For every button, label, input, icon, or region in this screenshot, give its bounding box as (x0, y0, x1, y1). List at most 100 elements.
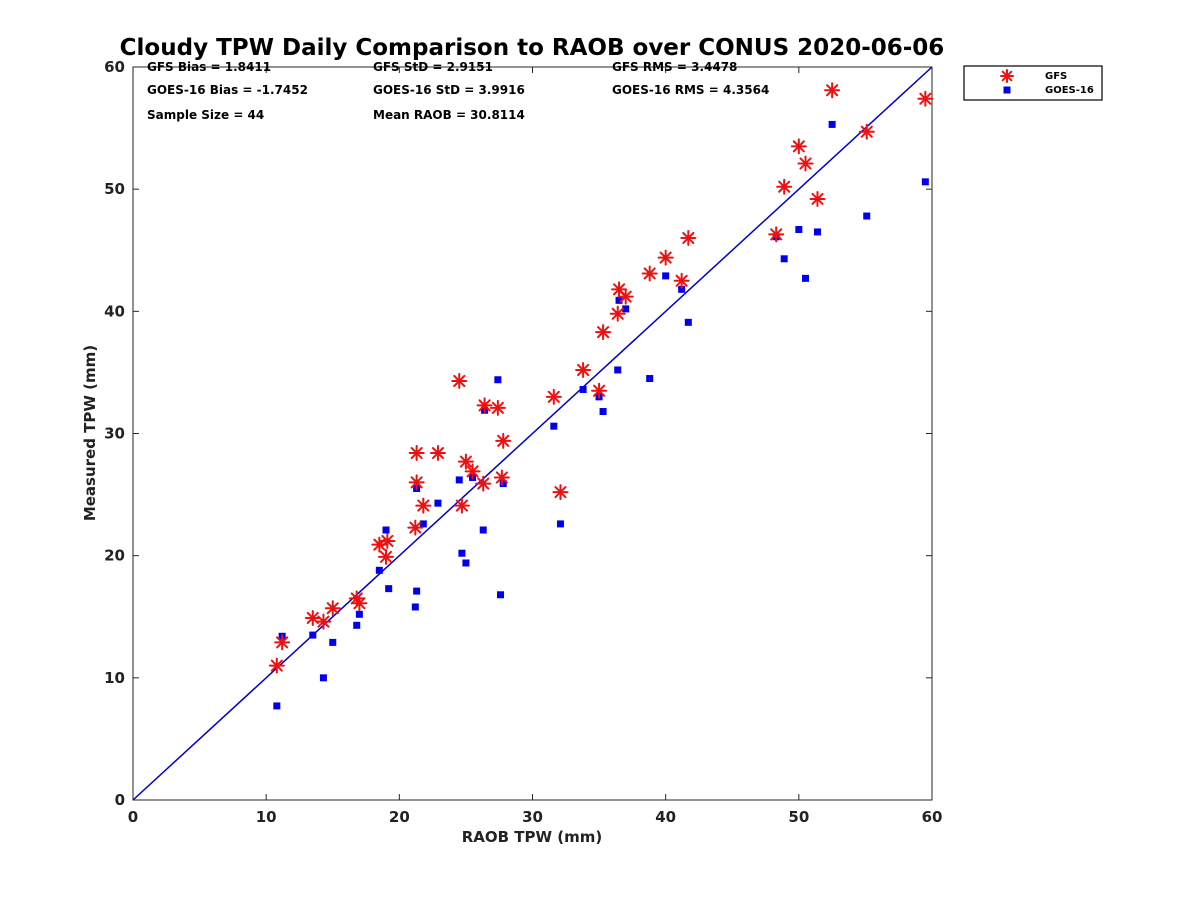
gfs-point (476, 397, 493, 414)
gfs-point (552, 484, 569, 501)
goes-16-point (662, 272, 670, 280)
legend-label-goes-16: GOES-16 (1045, 85, 1094, 96)
stat-annotation: Sample Size = 44 (147, 108, 264, 122)
y-tick-label: 60 (104, 58, 125, 76)
goes-16-point (499, 480, 507, 488)
goes-16-point (801, 274, 809, 282)
goes-16-point (419, 520, 427, 528)
stat-annotation: GFS Bias = 1.8411 (147, 60, 271, 74)
gfs-point (680, 230, 697, 247)
gfs-point (415, 497, 432, 514)
gfs-point (858, 123, 875, 140)
gfs-point (408, 445, 425, 462)
gfs-point (657, 249, 674, 266)
gfs-point (809, 190, 826, 207)
goes-16-point (556, 520, 564, 528)
stat-annotation: GFS StD = 2.9151 (373, 60, 493, 74)
chart-title: Cloudy TPW Daily Comparison to RAOB over… (120, 35, 945, 61)
goes-16-point (684, 318, 692, 326)
x-tick-label: 50 (788, 808, 809, 826)
gfs-point (324, 600, 341, 617)
gfs-point (407, 519, 424, 536)
gfs-point (304, 609, 321, 626)
goes-16-point (497, 591, 505, 599)
x-tick-label: 0 (128, 808, 138, 826)
gfs-point (351, 595, 368, 612)
goes-16-point (780, 255, 788, 263)
goes-16-point (795, 225, 803, 233)
gfs-point (268, 657, 285, 674)
axis-ticks: 0 10 20 30 40 50 60 0 10 20 30 40 50 60 (104, 58, 942, 826)
gfs-point (545, 388, 562, 405)
gfs-point (641, 265, 658, 282)
reference-line-layer (132, 66, 933, 801)
goes-16-point (413, 587, 421, 595)
gfs-point (673, 272, 690, 289)
gfs-point (575, 361, 592, 378)
goes-16-point (599, 408, 607, 416)
goes-16-point (458, 549, 466, 557)
stat-annotation: GOES-16 StD = 3.9916 (373, 83, 525, 97)
y-tick-label: 50 (104, 180, 125, 198)
goes-16-point (411, 603, 419, 611)
legend-marker-gfs (1000, 69, 1014, 83)
x-tick-label: 10 (256, 808, 277, 826)
goes-16-point (678, 285, 686, 293)
goes-16-point (863, 212, 871, 220)
goes-16-point (353, 621, 361, 629)
goes-16-point (921, 178, 929, 186)
goes-16-point (479, 526, 487, 534)
gfs-point (797, 155, 814, 172)
gfs-point (274, 634, 291, 651)
gfs-point (489, 399, 506, 416)
gfs-point (595, 324, 612, 341)
gfs-point (378, 548, 395, 565)
statistics-annotations: GFS Bias = 1.8411 GFS StD = 2.9151 GFS RMS… (147, 60, 769, 122)
gfs-point (453, 497, 470, 514)
goes-16-point (434, 499, 442, 507)
gfs-point (609, 305, 626, 322)
gfs-point (917, 90, 934, 107)
one-to-one-line (132, 66, 933, 801)
legend-box (963, 65, 1103, 101)
goes-16-point (615, 296, 623, 304)
goes-16-point (550, 422, 558, 430)
stat-annotation: GOES-16 RMS = 4.3564 (612, 83, 769, 97)
goes-16-point (455, 476, 463, 484)
y-tick-label: 40 (104, 302, 125, 320)
legend: GFS GOES-16 (963, 65, 1103, 101)
gfs-point (617, 288, 634, 305)
goes-16-point (579, 386, 587, 394)
gfs-point (408, 474, 425, 491)
y-axis-label: Measured TPW (mm) (81, 345, 99, 521)
goes-16-point (355, 610, 363, 618)
gfs-point (824, 82, 841, 99)
goes-16-point (382, 526, 390, 534)
goes-16-point (813, 228, 821, 236)
gfs-point (776, 178, 793, 195)
gfs-point (591, 382, 608, 399)
goes-16-point (462, 559, 470, 567)
goes-16-point (273, 702, 281, 710)
gfs-point (790, 138, 807, 155)
goes-16-point (385, 585, 393, 593)
gfs-point (379, 533, 396, 550)
gfs-point (451, 372, 468, 389)
x-tick-label: 30 (522, 808, 543, 826)
goes-16-point (319, 674, 327, 682)
gfs-point (493, 469, 510, 486)
stat-annotation: GFS RMS = 3.4478 (612, 60, 737, 74)
y-tick-label: 0 (115, 791, 125, 809)
gfs-point (315, 613, 332, 630)
goes-16-point (309, 631, 317, 639)
stat-annotation: GOES-16 Bias = -1.7452 (147, 83, 308, 97)
x-tick-label: 60 (922, 808, 943, 826)
stat-annotation: Mean RAOB = 30.8114 (373, 108, 525, 122)
legend-label-gfs: GFS (1045, 71, 1067, 82)
gfs-point (495, 432, 512, 449)
goes-16-point (622, 305, 630, 313)
gfs-point (768, 226, 785, 243)
data-marks (268, 82, 934, 710)
y-tick-label: 10 (104, 669, 125, 687)
